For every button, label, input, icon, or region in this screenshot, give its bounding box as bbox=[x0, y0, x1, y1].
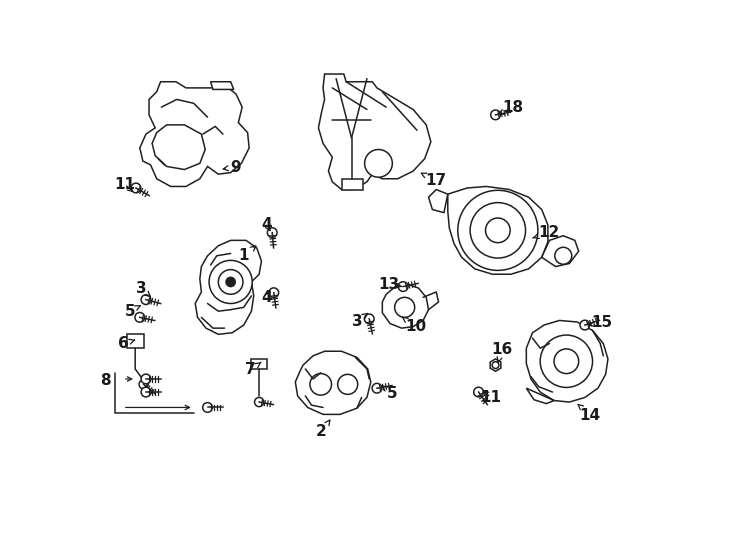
Circle shape bbox=[226, 278, 236, 287]
Text: 9: 9 bbox=[223, 160, 241, 175]
Circle shape bbox=[310, 374, 332, 395]
Polygon shape bbox=[448, 186, 548, 274]
Text: 15: 15 bbox=[589, 315, 612, 330]
Polygon shape bbox=[211, 82, 233, 90]
Text: 11: 11 bbox=[114, 177, 135, 192]
Circle shape bbox=[485, 218, 510, 242]
Polygon shape bbox=[429, 190, 448, 213]
Circle shape bbox=[135, 313, 145, 322]
Polygon shape bbox=[526, 388, 554, 403]
Circle shape bbox=[365, 150, 393, 177]
Text: 16: 16 bbox=[491, 342, 512, 363]
Circle shape bbox=[372, 383, 382, 393]
Circle shape bbox=[490, 110, 501, 120]
Circle shape bbox=[218, 269, 243, 294]
Circle shape bbox=[203, 403, 212, 413]
Circle shape bbox=[141, 387, 150, 397]
Polygon shape bbox=[128, 334, 144, 348]
Circle shape bbox=[540, 335, 592, 387]
Circle shape bbox=[255, 397, 264, 407]
Circle shape bbox=[131, 183, 141, 193]
Polygon shape bbox=[526, 320, 608, 402]
Circle shape bbox=[473, 387, 484, 397]
Circle shape bbox=[141, 295, 150, 305]
Circle shape bbox=[395, 298, 415, 318]
Polygon shape bbox=[341, 179, 363, 190]
Polygon shape bbox=[471, 195, 525, 265]
Circle shape bbox=[492, 362, 499, 368]
Polygon shape bbox=[252, 359, 267, 369]
Text: 6: 6 bbox=[118, 336, 134, 351]
Text: 3: 3 bbox=[136, 281, 150, 296]
Text: 2: 2 bbox=[316, 420, 330, 439]
Text: 4: 4 bbox=[261, 218, 272, 232]
Text: 5: 5 bbox=[125, 303, 140, 319]
Circle shape bbox=[209, 260, 252, 303]
Text: 10: 10 bbox=[402, 317, 426, 334]
Text: 1: 1 bbox=[239, 246, 256, 264]
Circle shape bbox=[555, 247, 572, 264]
Polygon shape bbox=[382, 284, 429, 328]
Polygon shape bbox=[542, 236, 578, 267]
Text: 18: 18 bbox=[499, 100, 523, 114]
Text: 4: 4 bbox=[261, 290, 272, 305]
Polygon shape bbox=[490, 359, 501, 372]
Polygon shape bbox=[295, 351, 371, 414]
Circle shape bbox=[141, 374, 150, 384]
Text: 7: 7 bbox=[245, 362, 261, 377]
Circle shape bbox=[399, 282, 408, 292]
Circle shape bbox=[458, 190, 538, 271]
Circle shape bbox=[267, 228, 277, 238]
Text: 8: 8 bbox=[101, 373, 112, 388]
Circle shape bbox=[470, 202, 526, 258]
Text: 17: 17 bbox=[421, 173, 446, 188]
Text: 12: 12 bbox=[533, 225, 559, 240]
Circle shape bbox=[580, 320, 589, 330]
Circle shape bbox=[364, 314, 374, 324]
Polygon shape bbox=[195, 240, 261, 334]
Polygon shape bbox=[139, 82, 249, 186]
Text: 13: 13 bbox=[378, 276, 402, 292]
Polygon shape bbox=[319, 74, 431, 190]
Text: 14: 14 bbox=[578, 404, 601, 423]
Polygon shape bbox=[152, 125, 206, 170]
Text: 5: 5 bbox=[382, 386, 398, 401]
Circle shape bbox=[338, 374, 357, 394]
Circle shape bbox=[269, 288, 279, 298]
Text: 11: 11 bbox=[481, 390, 501, 405]
Text: 3: 3 bbox=[352, 313, 368, 329]
Circle shape bbox=[139, 380, 148, 389]
Circle shape bbox=[554, 349, 578, 374]
